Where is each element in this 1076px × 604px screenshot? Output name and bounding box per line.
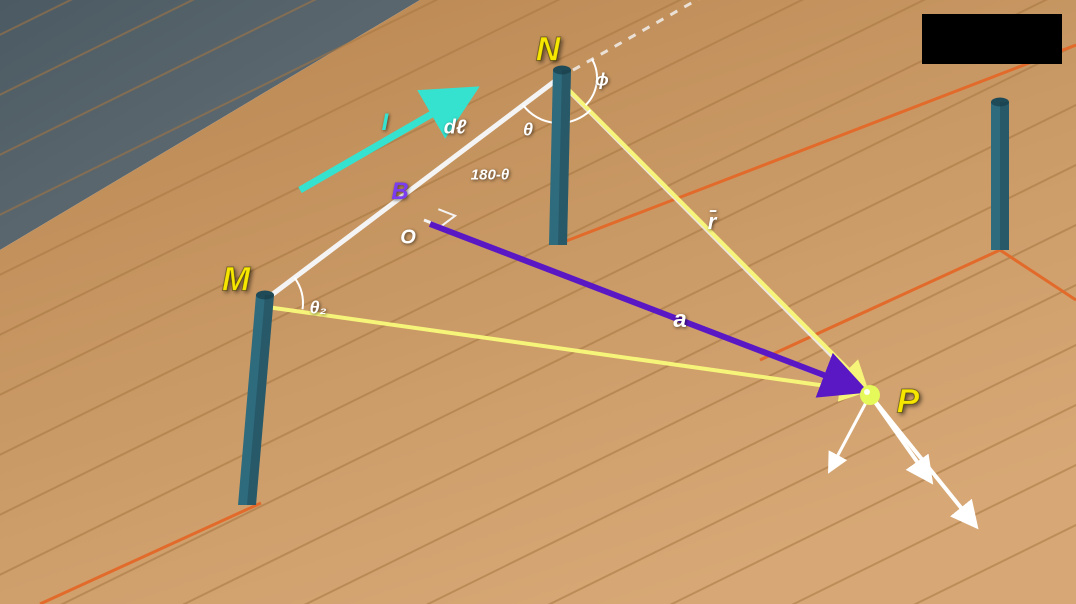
watermark-blackbox — [922, 14, 1062, 64]
diagram-scene: M N P O dℓ r̄ a B θ ϕ θ₂ 180-θ I — [0, 0, 1076, 604]
background-layer — [0, 0, 1076, 604]
